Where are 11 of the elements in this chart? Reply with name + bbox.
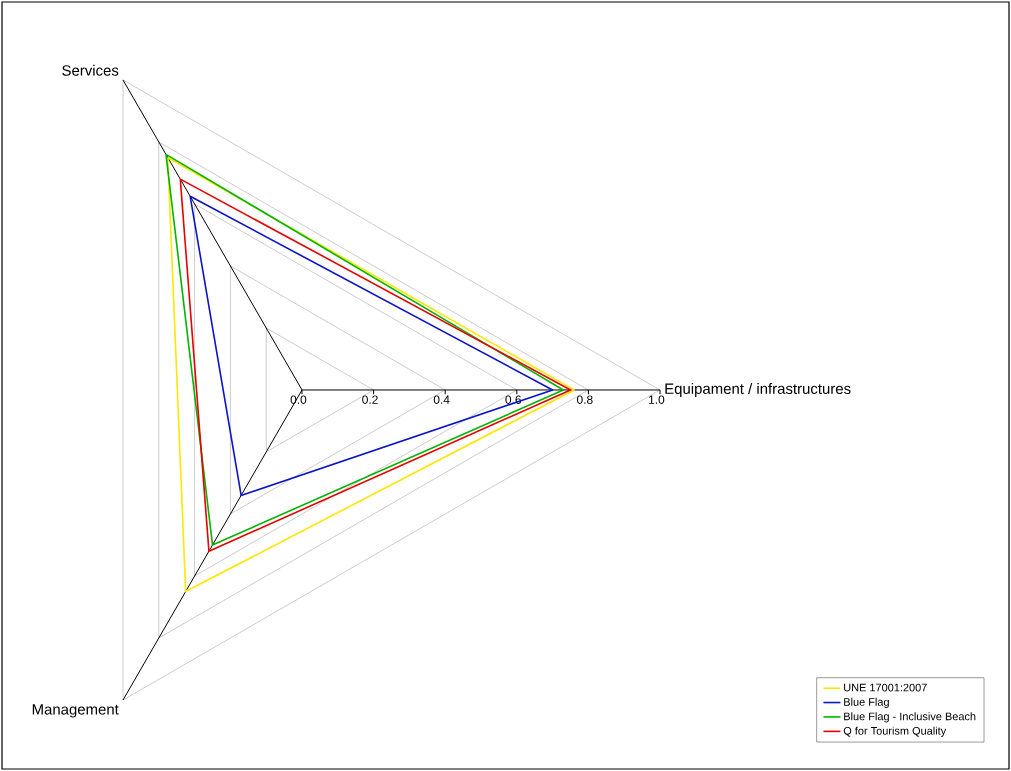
legend-label: Q for Tourism Quality <box>843 726 947 737</box>
legend-label: UNE 17001:2007 <box>844 683 927 692</box>
spoke-label: Services <box>62 64 119 76</box>
y-tick-label: 0.4 <box>433 395 450 404</box>
y-tick-label: 1.0 <box>649 395 665 404</box>
spoke-label: Management <box>32 704 119 718</box>
spoke-label: Equipament / infrastructures <box>665 383 851 397</box>
legend-label: Blue Flag <box>844 697 889 709</box>
y-tick-label: 0.8 <box>576 395 593 404</box>
y-tick-label: 0.2 <box>362 395 378 404</box>
legend-label: Blue Flag - Inclusive Beach <box>844 712 976 723</box>
